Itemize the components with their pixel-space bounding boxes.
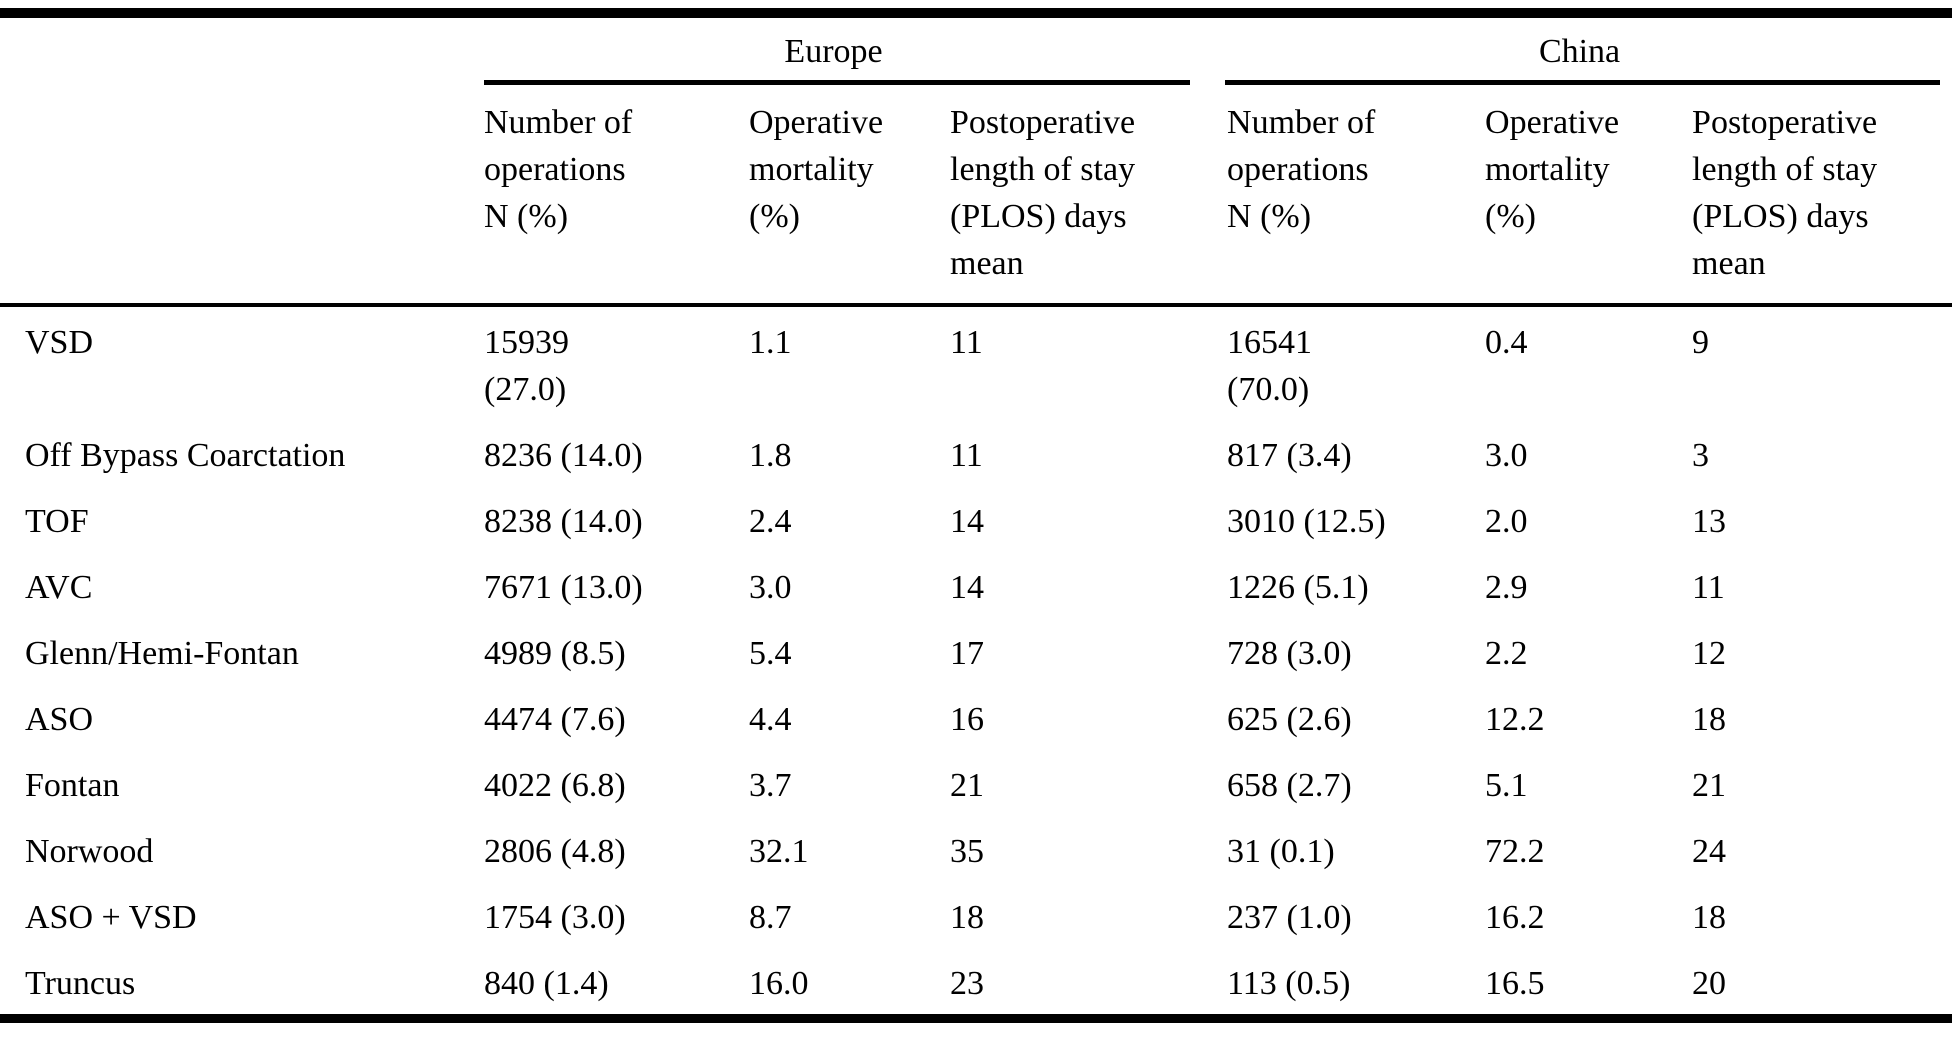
col-header-china-number-of-operations: Number of operations N (%) <box>1207 85 1466 307</box>
cell-europe-plos: 18 <box>950 899 984 936</box>
cell-china-plos: 13 <box>1692 503 1727 540</box>
row-label: ASO + VSD <box>25 899 197 936</box>
cell-china-number-of-operations: 113 (0.5) <box>1227 965 1351 1002</box>
cell-china-number-of-operations: 31 (0.1) <box>1227 833 1335 870</box>
cell-europe-number-of-operations: 8238 (14.0) <box>484 503 643 540</box>
cell-china-plos: 20 <box>1692 965 1727 1002</box>
cell-europe-plos: 35 <box>950 833 984 870</box>
row-label: Fontan <box>25 767 120 804</box>
row-label: ASO <box>25 701 94 738</box>
col-header-china-operative-mortality: Operative mortality (%) <box>1465 85 1673 307</box>
cell-china-operative-mortality: 3.0 <box>1485 437 1528 474</box>
cell-china-plos: 18 <box>1692 701 1727 738</box>
cell-china-operative-mortality: 2.2 <box>1485 635 1528 672</box>
cell-china-operative-mortality: 2.0 <box>1485 503 1528 540</box>
cell-europe-number-of-operations: 4022 (6.8) <box>484 767 626 804</box>
cell-europe-plos: 11 <box>950 437 983 474</box>
cell-europe-operative-mortality: 16.0 <box>749 965 809 1002</box>
cell-china-number-of-operations: 1226 (5.1) <box>1227 569 1369 606</box>
cell-europe-operative-mortality: 8.7 <box>749 899 792 936</box>
cell-europe-plos: 14 <box>950 503 984 540</box>
cell-europe-number-of-operations: 4474 (7.6) <box>484 701 626 738</box>
cell-europe-operative-mortality: 5.4 <box>749 635 792 672</box>
table-row: VSD 15939 (27.0) 1.1 11 16541 (70.0) 0.4 9 <box>0 305 1952 420</box>
row-label: AVC <box>25 569 93 606</box>
table-row: Glenn/Hemi-Fontan 4989 (8.5) 5.4 17 728 (3.0… <box>0 618 1952 684</box>
col-header-europe-plos: Postoperative length of stay (PLOS) days… <box>925 85 1208 307</box>
cell-europe-number-of-operations: 4989 (8.5) <box>484 635 626 672</box>
cell-china-plos: 21 <box>1692 767 1727 804</box>
col-header-europe-number-of-operations: Number of operations N (%) <box>460 85 725 307</box>
cell-europe-number-of-operations: 1754 (3.0) <box>484 899 626 936</box>
col-header-europe-operative-mortality: Operative mortality (%) <box>725 85 925 307</box>
table-row: ASO 4474 (7.6) 4.4 16 625 (2.6) 12.2 18 <box>0 684 1952 750</box>
cell-china-plos: 11 <box>1692 569 1725 606</box>
table-row: ASO + VSD 1754 (3.0) 8.7 18 237 (1.0) 16.2 18 <box>0 882 1952 948</box>
cell-china-number-of-operations: 16541 (70.0) <box>1227 324 1313 408</box>
cell-europe-operative-mortality: 3.0 <box>749 569 792 606</box>
group-header-row: Europe China <box>0 13 1952 85</box>
cell-europe-number-of-operations: 15939 (27.0) <box>484 324 569 408</box>
cell-europe-number-of-operations: 8236 (14.0) <box>484 437 643 474</box>
table-row: TOF 8238 (14.0) 2.4 14 3010 (12.5) 2.0 13 <box>0 486 1952 552</box>
row-label: Truncus <box>25 965 136 1002</box>
table-row: Norwood 2806 (4.8) 32.1 35 31 (0.1) 72.2 24 <box>0 816 1952 882</box>
cell-china-plos: 24 <box>1692 833 1727 870</box>
cell-europe-plos: 16 <box>950 701 984 738</box>
table-body: VSD 15939 (27.0) 1.1 11 16541 (70.0) 0.4 9 Off … <box>0 305 1952 1019</box>
table-header: Europe China Number of operations N (%) … <box>0 13 1952 307</box>
cell-china-operative-mortality: 16.5 <box>1485 965 1545 1002</box>
surgical-outcomes-table: Europe China Number of operations N (%) … <box>0 8 1952 1023</box>
table-row: Fontan 4022 (6.8) 3.7 21 658 (2.7) 5.1 21 <box>0 750 1952 816</box>
cell-china-plos: 3 <box>1692 437 1710 474</box>
cell-europe-number-of-operations: 2806 (4.8) <box>484 833 626 870</box>
cell-europe-operative-mortality: 1.1 <box>749 324 792 361</box>
row-label: Glenn/Hemi-Fontan <box>25 635 299 672</box>
cell-china-plos: 18 <box>1692 899 1727 936</box>
table-row: Truncus 840 (1.4) 16.0 23 113 (0.5) 16.5 20 <box>0 948 1952 1019</box>
col-header-china-plos: Postoperative length of stay (PLOS) days… <box>1672 85 1952 307</box>
cell-europe-plos: 17 <box>950 635 984 672</box>
cell-china-operative-mortality: 2.9 <box>1485 569 1528 606</box>
cell-china-operative-mortality: 0.4 <box>1485 324 1528 361</box>
cell-europe-plos: 23 <box>950 965 984 1002</box>
group-header-china: China <box>1207 13 1952 85</box>
cell-china-plos: 12 <box>1692 635 1727 672</box>
cell-europe-number-of-operations: 840 (1.4) <box>484 965 609 1002</box>
cell-europe-plos: 21 <box>950 767 984 804</box>
cell-europe-plos: 11 <box>950 324 983 361</box>
cell-china-operative-mortality: 12.2 <box>1485 701 1545 738</box>
row-label: VSD <box>25 324 94 361</box>
row-label: TOF <box>25 503 89 540</box>
cell-europe-number-of-operations: 7671 (13.0) <box>484 569 643 606</box>
cell-china-number-of-operations: 625 (2.6) <box>1227 701 1352 738</box>
row-label: Off Bypass Coarctation <box>25 437 346 474</box>
cell-china-operative-mortality: 72.2 <box>1485 833 1545 870</box>
cell-china-plos: 9 <box>1692 324 1710 361</box>
group-header-europe: Europe <box>460 13 1207 85</box>
cell-europe-operative-mortality: 32.1 <box>749 833 809 870</box>
cell-china-operative-mortality: 16.2 <box>1485 899 1545 936</box>
row-label: Norwood <box>25 833 154 870</box>
cell-china-number-of-operations: 658 (2.7) <box>1227 767 1352 804</box>
row-label-header-spacer <box>0 13 460 85</box>
cell-europe-operative-mortality: 1.8 <box>749 437 792 474</box>
cell-china-number-of-operations: 817 (3.4) <box>1227 437 1352 474</box>
table-row: Off Bypass Coarctation 8236 (14.0) 1.8 11 81… <box>0 420 1952 486</box>
cell-europe-plos: 14 <box>950 569 984 606</box>
cell-europe-operative-mortality: 4.4 <box>749 701 792 738</box>
column-header-row: Number of operations N (%) Operative mor… <box>0 85 1952 307</box>
cell-china-operative-mortality: 5.1 <box>1485 767 1528 804</box>
table-row: AVC 7671 (13.0) 3.0 14 1226 (5.1) 2.9 11 <box>0 552 1952 618</box>
cell-china-number-of-operations: 237 (1.0) <box>1227 899 1352 936</box>
row-label-header <box>0 85 460 307</box>
cell-europe-operative-mortality: 2.4 <box>749 503 792 540</box>
cell-china-number-of-operations: 3010 (12.5) <box>1227 503 1386 540</box>
cell-china-number-of-operations: 728 (3.0) <box>1227 635 1352 672</box>
cell-europe-operative-mortality: 3.7 <box>749 767 792 804</box>
